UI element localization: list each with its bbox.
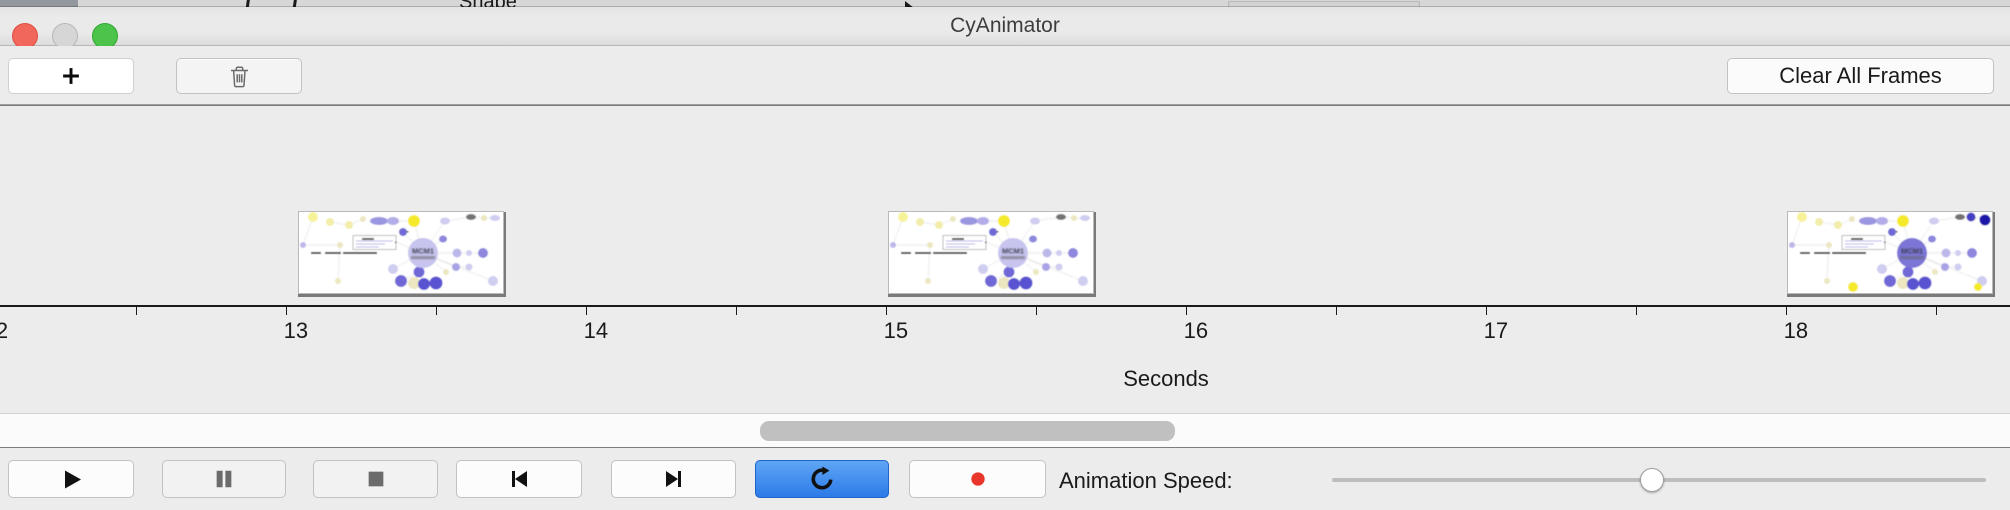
- svg-text:MCM1: MCM1: [412, 247, 434, 256]
- svg-text:MCM1: MCM1: [1901, 247, 1923, 256]
- svg-text:MCM1: MCM1: [1002, 247, 1024, 256]
